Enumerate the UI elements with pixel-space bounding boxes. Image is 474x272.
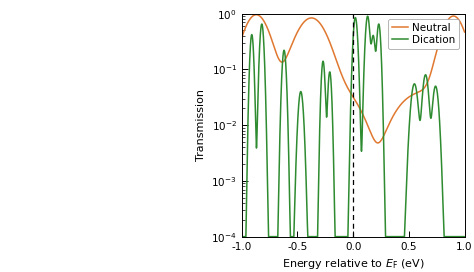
- Neutral: [248, 16, 254, 20]
- Dication: [283, 57, 288, 61]
- Dication: [462, 235, 467, 238]
- Neutral: [348, 91, 354, 95]
- Neutral: [283, 57, 288, 61]
- X-axis label: Energy relative to $E_\mathrm{F}$ (eV): Energy relative to $E_\mathrm{F}$ (eV): [282, 257, 425, 271]
- Neutral: [252, 13, 258, 17]
- Dication: [248, 37, 254, 40]
- Y-axis label: Transmission: Transmission: [196, 89, 206, 161]
- Neutral: [462, 30, 467, 34]
- Neutral: [240, 33, 246, 36]
- Dication: [450, 235, 456, 238]
- Neutral: [254, 13, 259, 16]
- Line: Dication: Dication: [242, 16, 465, 237]
- Neutral: [450, 14, 456, 18]
- Legend: Neutral, Dication: Neutral, Dication: [388, 19, 459, 49]
- Dication: [252, 98, 258, 102]
- Neutral: [375, 141, 381, 144]
- Line: Neutral: Neutral: [242, 15, 465, 143]
- Dication: [240, 235, 246, 238]
- Dication: [365, 14, 371, 18]
- Dication: [348, 106, 354, 109]
- Dication: [239, 235, 245, 238]
- Neutral: [239, 36, 245, 39]
